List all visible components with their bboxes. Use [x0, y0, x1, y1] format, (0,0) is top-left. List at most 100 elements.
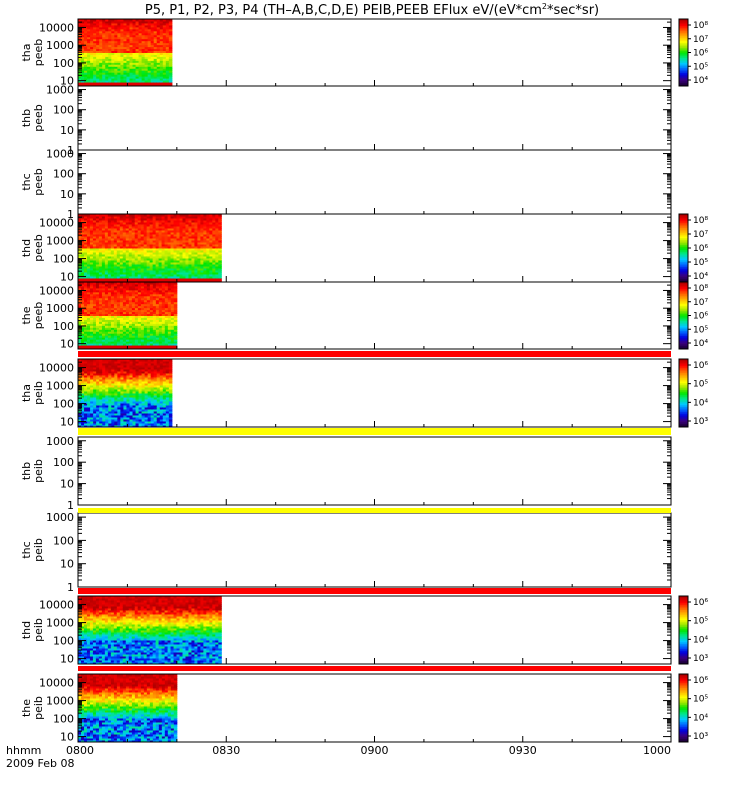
spectrogram-cell [134, 297, 139, 301]
colorbar-swatch [679, 52, 688, 55]
spectrogram-cell [132, 58, 137, 61]
spectrogram-cell [119, 309, 124, 313]
spectrogram-cell [120, 66, 124, 69]
spectrogram-cell [176, 270, 181, 273]
spectrogram-cell [90, 68, 94, 71]
spectrogram-cell [78, 363, 82, 366]
spectrogram-cell [95, 313, 100, 316]
spectrogram-cell [134, 218, 139, 221]
spectrogram-cell [110, 276, 115, 279]
spectrogram-cell [80, 238, 85, 241]
spectrogram-cell [96, 56, 100, 59]
spectrogram-cell [116, 315, 121, 318]
spectrogram-cell [155, 323, 160, 326]
panel-frame [77, 85, 672, 151]
spectrogram-cell [99, 397, 103, 400]
spectrogram-cell [185, 214, 189, 217]
spectrogram-cell [212, 238, 216, 241]
spectrogram-cell [78, 335, 82, 338]
spectrogram-cell [149, 333, 154, 336]
spectrogram-cell [149, 335, 154, 338]
spectrogram-cell [132, 24, 137, 28]
spectrogram-cell [95, 242, 100, 245]
spectrogram-cell [98, 226, 103, 229]
spectrogram-cell [141, 36, 146, 40]
spectrogram-cell [120, 419, 124, 422]
spectrogram-cell [92, 220, 97, 223]
spectrogram-cell [120, 397, 124, 400]
spectrogram-cell [117, 22, 121, 26]
spectrogram-cell [125, 220, 130, 223]
spectrogram-cell [108, 84, 112, 87]
spectrogram-cell [102, 419, 106, 422]
spectrogram-cell [155, 301, 160, 305]
spectrogram-cell [83, 242, 88, 245]
spectrogram-cell [141, 82, 146, 85]
spectrogram-cell [152, 339, 157, 342]
spectrogram-cell [80, 307, 85, 311]
spectrogram-cell [122, 307, 127, 311]
spectrogram-cell [122, 317, 127, 320]
spectrogram-cell [156, 72, 161, 75]
spectrogram-cell [114, 395, 118, 398]
spectrogram-cell [123, 375, 127, 378]
spectrogram-cell [162, 62, 167, 65]
spectrogram-cell [150, 70, 155, 73]
spectrogram-cell [143, 343, 148, 346]
spectrogram-cell [200, 238, 204, 241]
spectrogram-cell [98, 337, 103, 340]
spectrogram-cell [84, 389, 88, 392]
spectrogram-cell [92, 234, 97, 237]
spectrogram-cell [168, 19, 173, 22]
spectrogram-cell [182, 268, 186, 271]
spectrogram-cell [87, 399, 91, 402]
spectrogram-cell [102, 417, 106, 420]
spectrogram-cell [110, 214, 115, 217]
spectrogram-cell [90, 421, 94, 424]
spectrogram-cell [156, 22, 161, 26]
spectrogram-cell [123, 48, 127, 52]
spectrogram-cell [108, 36, 112, 40]
spectrogram-cell [101, 274, 106, 277]
spectrogram-cell [99, 399, 103, 402]
spectrogram-cell [122, 220, 127, 223]
spectrogram-cell [98, 323, 103, 326]
spectrogram-cell [111, 60, 115, 63]
spectrogram-cell [119, 224, 124, 227]
spectrogram-cell [116, 307, 121, 311]
spectrogram-cell [92, 283, 97, 287]
spectrogram-cell [155, 327, 160, 330]
spectrogram-cell [80, 256, 85, 259]
spectrogram-cell [158, 244, 163, 247]
spectrogram-cell [105, 407, 109, 410]
spectrogram-cell [107, 262, 112, 265]
spectrogram-cell [105, 22, 109, 26]
spectrogram-cell [122, 230, 127, 233]
spectrogram-cell [176, 252, 181, 255]
spectrogram-cell [141, 52, 146, 55]
spectrogram-cell [152, 256, 157, 259]
spectrogram-cell [107, 325, 112, 328]
spectrogram-cell [173, 272, 178, 275]
spectrogram-cell [140, 293, 145, 297]
spectrogram-cell [84, 397, 88, 400]
spectrogram-cell [104, 276, 109, 279]
spectrogram-cell [149, 224, 154, 227]
spectrogram-cell [146, 264, 151, 267]
spectrogram-cell [110, 272, 115, 275]
spectrogram-cell [113, 244, 118, 247]
spectrogram-cell [185, 226, 189, 229]
spectrogram-cell [170, 282, 175, 285]
spectrogram-cell [197, 258, 201, 261]
spectrogram-cell [143, 315, 148, 318]
spectrogram-cell [146, 289, 151, 293]
spectrogram-cell [152, 311, 157, 315]
spectrogram-cell [140, 228, 145, 231]
spectrogram-cell [87, 373, 91, 376]
spectrogram-cell [179, 226, 183, 229]
spectrogram-cell [179, 244, 183, 247]
spectrogram-cell [86, 299, 91, 303]
spectrogram-cell [84, 405, 88, 408]
spectrogram-cell [96, 389, 100, 392]
spectrogram-cell [113, 335, 118, 338]
